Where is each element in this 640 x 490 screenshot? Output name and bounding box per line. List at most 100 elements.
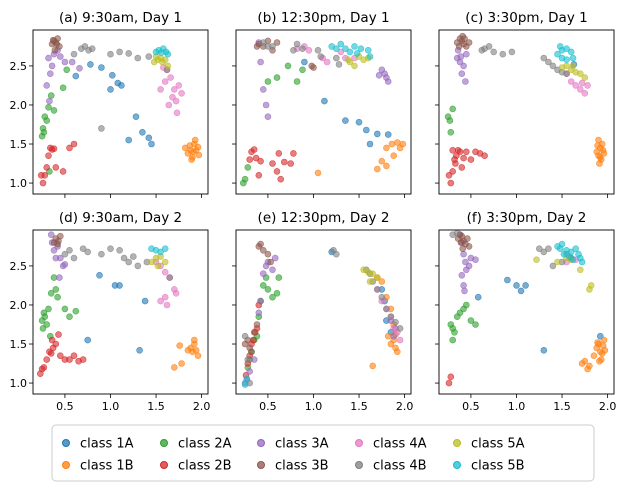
legend-label: class 4B xyxy=(373,459,427,474)
scatter-point xyxy=(145,134,153,142)
scatter-point xyxy=(47,289,55,297)
scatter-point xyxy=(463,235,471,242)
scatter-point xyxy=(462,78,469,85)
scatter-point xyxy=(52,286,60,293)
scatter-point xyxy=(351,43,358,50)
scatter-point xyxy=(366,278,374,285)
scatter-point xyxy=(98,125,105,132)
scatter-point xyxy=(169,93,176,101)
scatter-point xyxy=(346,48,354,56)
scatter-point xyxy=(56,53,64,60)
scatter-point xyxy=(184,346,192,354)
scatter-point xyxy=(116,282,123,289)
scatter-point xyxy=(45,104,52,111)
legend-label: class 5A xyxy=(471,437,525,452)
scatter-point xyxy=(259,282,267,289)
scatter-point xyxy=(447,373,455,381)
scatter-point xyxy=(390,152,398,159)
legend-marker xyxy=(257,461,265,469)
legend-label: class 1A xyxy=(80,437,134,452)
scatter-point xyxy=(43,117,51,124)
scatter-point xyxy=(465,39,473,46)
scatter-point xyxy=(191,136,199,144)
scatter-point xyxy=(344,56,352,64)
scatter-point xyxy=(47,231,55,238)
scatter-point xyxy=(378,293,386,301)
scatter-point xyxy=(98,64,105,71)
scatter-point xyxy=(241,381,249,388)
scatter-point xyxy=(61,305,69,313)
scatter-point xyxy=(50,274,58,281)
scatter-point xyxy=(49,36,57,44)
scatter-point xyxy=(243,375,251,383)
scatter-point xyxy=(314,46,322,54)
subplot-title: (d) 9:30am, Day 2 xyxy=(59,210,182,226)
scatter-point xyxy=(194,352,202,360)
scatter-point xyxy=(462,50,470,58)
subplot-panel: (b) 12:30pm, Day 1 xyxy=(232,10,412,198)
scatter-point xyxy=(250,336,257,344)
plot-frame xyxy=(235,29,412,195)
scatter-point xyxy=(445,379,453,387)
scatter-point xyxy=(66,247,73,254)
scatter-point xyxy=(310,64,317,71)
scatter-point xyxy=(118,82,125,89)
scatter-point xyxy=(499,50,507,58)
scatter-point xyxy=(301,58,308,66)
scatter-point xyxy=(392,318,399,326)
scatter-point xyxy=(136,346,143,354)
scatter-point xyxy=(48,336,56,344)
scatter-point xyxy=(50,145,58,152)
scatter-point xyxy=(157,248,164,256)
scatter-point xyxy=(79,245,87,252)
scatter-point xyxy=(373,130,381,138)
scatter-point xyxy=(257,297,264,305)
scatter-point xyxy=(267,258,274,266)
scatter-point xyxy=(453,229,461,237)
scatter-point xyxy=(513,282,520,289)
scatter-point xyxy=(449,105,457,113)
x-tick-label: 1.5 xyxy=(350,400,368,413)
scatter-point xyxy=(188,156,195,163)
subplot-panel: (d) 9:30am, Day 2 0.5 1.0 1.5 2.0 1.0 1.5 2.0 2.… xyxy=(10,210,211,413)
scatter-point xyxy=(186,142,194,149)
scatter-point xyxy=(61,261,69,268)
scatter-point xyxy=(317,53,325,60)
scatter-point xyxy=(250,328,258,336)
scatter-point xyxy=(257,157,264,165)
scatter-point xyxy=(563,56,570,64)
legend-label: class 4A xyxy=(373,437,427,452)
subplot-panel: (e) 12:30pm, Day 2 0.5 1.0 1.5 2.0 xyxy=(232,210,413,413)
legend-marker xyxy=(257,439,265,447)
scatter-point xyxy=(572,82,580,89)
scatter-point xyxy=(116,247,123,254)
x-tick-label: 2.0 xyxy=(193,400,211,413)
scatter-point xyxy=(369,362,377,370)
scatter-point xyxy=(355,118,363,126)
scatter-point xyxy=(194,143,202,151)
scatter-point xyxy=(508,48,516,56)
scatter-point xyxy=(45,305,52,313)
scatter-point xyxy=(533,256,540,264)
scatter-point xyxy=(396,336,404,344)
legend-label: class 2A xyxy=(178,437,232,452)
scatter-point xyxy=(161,78,169,85)
scatter-point xyxy=(72,307,80,315)
legend-label: class 2B xyxy=(178,459,232,474)
scatter-point xyxy=(61,250,69,258)
y-tick-label: 1.0 xyxy=(10,177,28,190)
scatter-point xyxy=(275,274,283,281)
scatter-point xyxy=(55,237,62,245)
scatter-point xyxy=(549,262,557,270)
scatter-point xyxy=(264,286,272,293)
scatter-point xyxy=(190,148,197,156)
scatter-point xyxy=(353,50,361,57)
y-tick-label: 1.5 xyxy=(10,338,28,351)
scatter-point xyxy=(549,62,557,70)
scatter-point xyxy=(584,82,591,89)
scatter-point xyxy=(192,346,200,354)
scatter-point xyxy=(447,129,455,136)
scatter-point xyxy=(399,140,407,148)
scatter-point xyxy=(132,113,140,120)
